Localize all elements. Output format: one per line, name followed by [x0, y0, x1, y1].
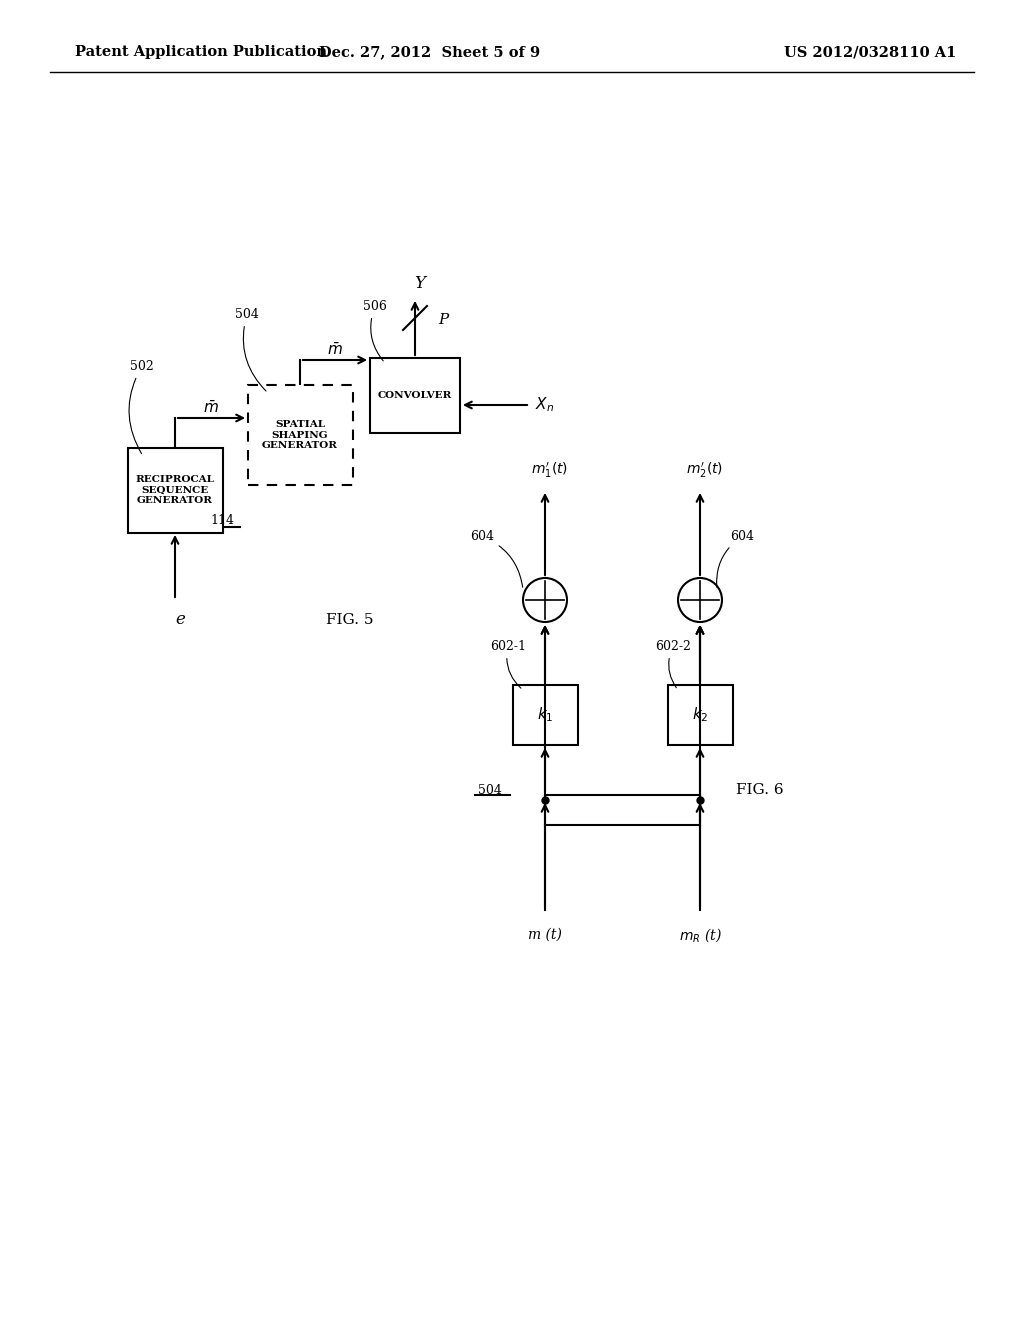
- Bar: [513, 685, 578, 744]
- Text: m (t): m (t): [528, 928, 562, 942]
- Text: FIG. 5: FIG. 5: [327, 612, 374, 627]
- Text: Y: Y: [415, 275, 426, 292]
- Text: $\bar{m}$: $\bar{m}$: [327, 342, 343, 358]
- Text: FIG. 6: FIG. 6: [736, 783, 783, 797]
- Text: P: P: [438, 313, 449, 327]
- Text: 504: 504: [478, 784, 502, 796]
- Text: $\bar{m}$: $\bar{m}$: [203, 400, 219, 416]
- Bar: [370, 358, 460, 433]
- Text: $m_2' (t)$: $m_2' (t)$: [686, 461, 724, 479]
- Text: 602-2: 602-2: [655, 640, 691, 688]
- Text: 604: 604: [470, 531, 522, 587]
- Text: US 2012/0328110 A1: US 2012/0328110 A1: [783, 45, 956, 59]
- Text: 506: 506: [362, 300, 387, 360]
- Text: $X_n$: $X_n$: [536, 396, 555, 414]
- Text: SPATIAL
SHAPING
GENERATOR: SPATIAL SHAPING GENERATOR: [262, 420, 338, 450]
- Text: e: e: [175, 611, 185, 628]
- Text: 504: 504: [234, 308, 266, 391]
- Text: $m_R$ (t): $m_R$ (t): [679, 927, 722, 944]
- Bar: [668, 685, 733, 744]
- Text: Dec. 27, 2012  Sheet 5 of 9: Dec. 27, 2012 Sheet 5 of 9: [319, 45, 541, 59]
- Text: RECIPROCAL
SEQUENCE
GENERATOR: RECIPROCAL SEQUENCE GENERATOR: [135, 475, 214, 504]
- Text: $m_1' (t)$: $m_1' (t)$: [531, 461, 568, 479]
- Text: 604: 604: [717, 531, 754, 587]
- Text: CONVOLVER: CONVOLVER: [378, 391, 453, 400]
- Text: 502: 502: [129, 360, 154, 454]
- Bar: [128, 447, 223, 533]
- Text: 114: 114: [210, 513, 234, 527]
- Text: $k_1$: $k_1$: [537, 706, 553, 725]
- Text: Patent Application Publication: Patent Application Publication: [75, 45, 327, 59]
- Bar: [248, 385, 353, 484]
- Text: 602-1: 602-1: [490, 640, 526, 688]
- Text: $k_2$: $k_2$: [692, 706, 709, 725]
